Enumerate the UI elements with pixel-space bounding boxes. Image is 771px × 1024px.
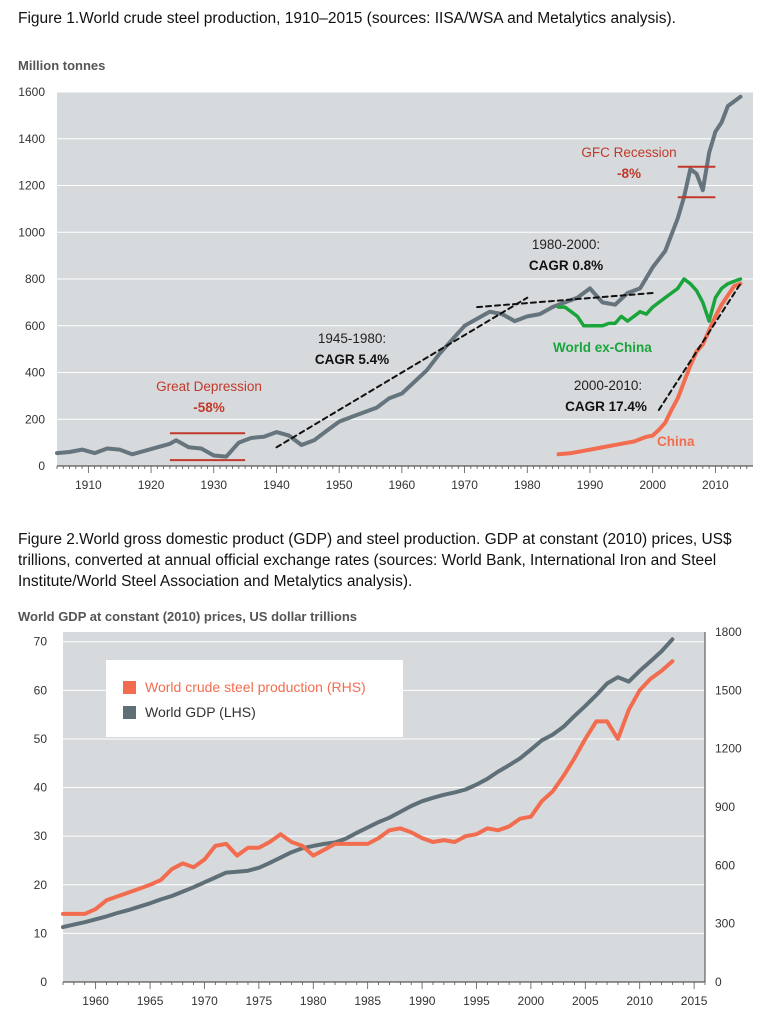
- x-tick-label: 1985: [354, 994, 381, 1008]
- gfc-recession-label: GFC Recession: [581, 145, 676, 160]
- x-tick-label: 1940: [263, 478, 290, 492]
- x-tick-label: 1920: [138, 478, 165, 492]
- y-right-tick-label: 600: [715, 858, 735, 872]
- y-right-tick-label: 300: [715, 917, 735, 931]
- x-tick-label: 1960: [389, 478, 416, 492]
- legend-label-gdp: World GDP (LHS): [145, 704, 256, 720]
- y-tick-label: 1400: [18, 132, 45, 146]
- x-tick-label: 1970: [451, 478, 478, 492]
- cagr-1980-2000-label: 1980-2000:: [532, 237, 600, 252]
- x-tick-label: 1960: [82, 994, 109, 1008]
- legend-swatch-gdp: [123, 706, 136, 719]
- y-right-tick-label: 1500: [715, 683, 742, 697]
- y-right-tick-label: 1200: [715, 742, 742, 756]
- figure1-series: [55, 94, 743, 459]
- figure2-legend: World crude steel production (RHS) World…: [106, 660, 403, 737]
- x-tick-label: 2005: [572, 994, 599, 1008]
- series-line-trend-1945-1980: [275, 296, 529, 449]
- x-tick-label: 2015: [681, 994, 708, 1008]
- cagr-1945-1980-label: 1945-1980:: [318, 331, 386, 346]
- figure2-plot-background: [63, 632, 705, 982]
- cagr-2000-2010-value: CAGR 17.4%: [565, 399, 647, 414]
- figure1-caption: Figure 1.World crude steel production, 1…: [18, 10, 676, 27]
- x-tick-label: 2000: [639, 478, 666, 492]
- figure1-axes: 0 200 400 600 800 1000 1200 1400 1600 1910 1920 193…: [18, 85, 753, 492]
- y-left-tick-label: 10: [34, 926, 48, 940]
- x-tick-label: 1990: [577, 478, 604, 492]
- series-line-gdp: [61, 637, 675, 930]
- y-left-tick-label: 20: [34, 878, 48, 892]
- series-line-steel: [61, 659, 675, 916]
- y-tick-label: 1000: [18, 225, 45, 239]
- x-tick-label: 1990: [409, 994, 436, 1008]
- x-tick-label: 1965: [137, 994, 164, 1008]
- gfc-recession-value: -8%: [617, 166, 641, 181]
- legend-swatch-steel: [123, 681, 136, 694]
- figure2-axes: 0 10 20 30 40 50 60 70 0 300 600 900 1200 1500 1800 196…: [34, 625, 742, 1008]
- x-tick-label: 1970: [191, 994, 218, 1008]
- y-left-tick-label: 40: [34, 781, 48, 795]
- x-tick-label: 2010: [626, 994, 653, 1008]
- y-right-tick-label: 0: [715, 975, 722, 989]
- figure2-unit-label: World GDP at constant (2010) prices, US …: [18, 609, 358, 624]
- y-tick-label: 0: [38, 459, 45, 473]
- series-line-trend-2000-2010: [657, 282, 742, 411]
- world-ex-china-label: World ex-China: [553, 340, 652, 355]
- x-tick-label: 1980: [514, 478, 541, 492]
- cagr-1945-1980-value: CAGR 5.4%: [315, 352, 389, 367]
- series-line-world: [55, 94, 743, 459]
- series-line-trend-1980-2000: [476, 292, 654, 309]
- x-tick-label: 2000: [518, 994, 545, 1008]
- y-tick-label: 1200: [18, 179, 45, 193]
- figure1-annotations: GFC Recession -8% 1980-2000: CAGR 0.8% 1…: [156, 145, 716, 462]
- y-tick-label: 800: [25, 272, 45, 286]
- x-tick-label: 2010: [702, 478, 729, 492]
- y-right-tick-label: 900: [715, 800, 735, 814]
- figure1-gridlines: [57, 91, 753, 467]
- great-depression-value: -58%: [193, 400, 225, 415]
- great-depression-label: Great Depression: [156, 379, 262, 394]
- x-tick-label: 1910: [75, 478, 102, 492]
- y-right-tick-label: 1800: [715, 625, 742, 639]
- figure1-chart: 0 200 400 600 800 1000 1200 1400 1600 1910 1920 193…: [18, 85, 753, 492]
- x-tick-label: 1950: [326, 478, 353, 492]
- x-tick-label: 1975: [246, 994, 273, 1008]
- y-tick-label: 400: [25, 366, 45, 380]
- series-line-ex-china: [556, 277, 743, 328]
- y-tick-label: 200: [25, 412, 45, 426]
- y-tick-label: 1600: [18, 85, 45, 99]
- y-left-tick-label: 30: [34, 829, 48, 843]
- y-left-tick-label: 70: [34, 635, 48, 649]
- y-left-tick-label: 50: [34, 732, 48, 746]
- cagr-1980-2000-value: CAGR 0.8%: [529, 258, 603, 273]
- x-tick-label: 1995: [463, 994, 490, 1008]
- figure2-caption: Figure 2.World gross domestic product (G…: [18, 531, 732, 590]
- cagr-2000-2010-label: 2000-2010:: [574, 378, 642, 393]
- y-left-tick-label: 60: [34, 683, 48, 697]
- figure2-gridlines: [63, 641, 705, 983]
- y-tick-label: 600: [25, 319, 45, 333]
- series-line-china: [556, 281, 743, 457]
- china-label: China: [657, 434, 695, 449]
- x-tick-label: 1980: [300, 994, 327, 1008]
- x-tick-label: 1930: [200, 478, 227, 492]
- y-left-tick-label: 0: [40, 975, 47, 989]
- figure1-unit-label: Million tonnes: [18, 58, 106, 73]
- figure2-series: [61, 637, 675, 930]
- legend-label-steel: World crude steel production (RHS): [145, 679, 366, 695]
